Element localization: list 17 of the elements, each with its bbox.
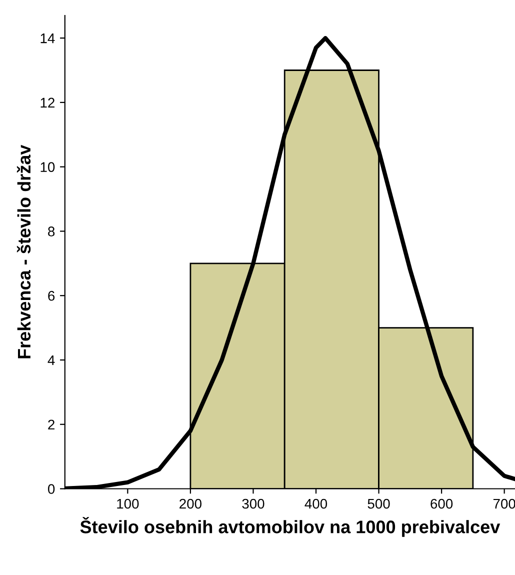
y-tick-label: 2 — [48, 420, 54, 430]
y-tick-label: 0 — [48, 484, 55, 494]
x-tick-label: 200 — [180, 498, 202, 509]
y-tick-label: 4 — [48, 355, 55, 366]
x-tick-label: 600 — [430, 498, 453, 509]
x-axis-title: Število osebnih avtomobilov na 1000 prebivalcev — [80, 516, 500, 537]
x-tick-label: 500 — [368, 498, 390, 509]
y-tick-label: 10 — [40, 162, 55, 172]
y-axis-title: Frekvenca - število držav — [16, 144, 31, 358]
x-tick-label: 300 — [242, 498, 264, 509]
x-tick-label: 700 — [493, 498, 515, 509]
y-tick-label: 14 — [40, 34, 55, 44]
y-tick-label: 12 — [40, 98, 54, 108]
y-tick-label: 8 — [48, 226, 55, 236]
x-tick-label: 400 — [304, 498, 328, 509]
x-tick-label: 100 — [117, 498, 139, 509]
y-tick-label: 6 — [48, 290, 55, 301]
